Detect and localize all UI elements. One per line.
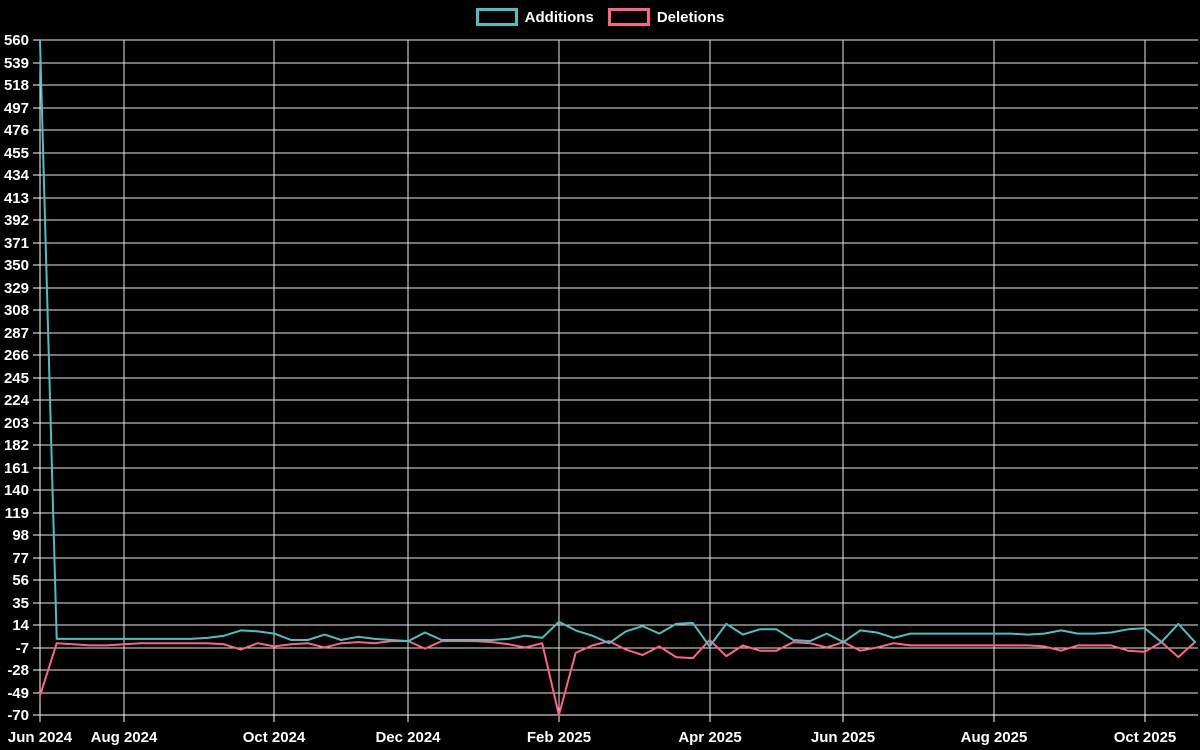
svg-text:434: 434 [4, 167, 30, 184]
svg-text:Aug 2024: Aug 2024 [91, 729, 158, 746]
legend-label-additions: Additions [524, 8, 594, 26]
gridlines [39, 39, 1198, 716]
svg-text:539: 539 [4, 55, 29, 72]
svg-text:203: 203 [4, 415, 29, 432]
svg-text:Apr 2025: Apr 2025 [678, 729, 741, 746]
tick-marks [33, 39, 1146, 722]
svg-text:392: 392 [4, 212, 29, 229]
svg-text:518: 518 [4, 77, 29, 94]
svg-text:161: 161 [4, 460, 29, 477]
svg-text:Jun 2025: Jun 2025 [811, 729, 875, 746]
chart-legend: Additions Deletions [0, 8, 1200, 26]
svg-text:266: 266 [4, 347, 29, 364]
legend-label-deletions: Deletions [656, 8, 725, 26]
svg-text:287: 287 [4, 325, 29, 342]
svg-text:497: 497 [4, 100, 29, 117]
svg-text:56: 56 [12, 572, 29, 589]
legend-item-additions[interactable]: Additions [475, 8, 594, 26]
svg-text:140: 140 [4, 482, 29, 499]
svg-text:98: 98 [12, 527, 29, 544]
svg-text:14: 14 [12, 617, 29, 634]
x-axis-labels: Jun 2024 Aug 2024 Oct 2024 Dec 2024 Feb 2025… [8, 729, 1176, 746]
svg-text:Oct 2025: Oct 2025 [1114, 729, 1177, 746]
svg-text:476: 476 [4, 122, 29, 139]
svg-text:77: 77 [12, 550, 29, 567]
svg-text:119: 119 [5, 505, 29, 522]
additions-swatch [475, 8, 518, 26]
svg-text:455: 455 [4, 145, 29, 162]
svg-text:Feb 2025: Feb 2025 [527, 729, 591, 746]
svg-text:371: 371 [4, 235, 29, 252]
series-line-additions [39, 39, 1196, 648]
svg-text:308: 308 [4, 302, 29, 319]
svg-text:224: 224 [4, 392, 30, 409]
svg-text:182: 182 [4, 437, 29, 454]
svg-text:Oct 2024: Oct 2024 [243, 729, 306, 746]
svg-text:-70: -70 [7, 707, 29, 724]
svg-text:329: 329 [4, 280, 29, 297]
svg-text:-49: -49 [7, 685, 29, 702]
deletions-swatch [607, 8, 650, 26]
svg-text:Aug 2025: Aug 2025 [961, 729, 1028, 746]
svg-text:-28: -28 [7, 662, 29, 679]
y-axis-labels: 560 539 518 497 476 455 434 413 392 371 350 329 308 2… [4, 32, 30, 724]
svg-text:35: 35 [12, 595, 29, 612]
svg-text:245: 245 [4, 370, 29, 387]
legend-item-deletions[interactable]: Deletions [607, 8, 725, 26]
svg-text:413: 413 [4, 190, 29, 207]
data-series [39, 39, 1196, 716]
svg-text:Jun 2024: Jun 2024 [8, 729, 73, 746]
svg-text:-7: -7 [16, 640, 29, 657]
series-line-deletions [39, 639, 1196, 716]
svg-text:560: 560 [4, 32, 29, 49]
svg-text:350: 350 [4, 257, 29, 274]
svg-text:Dec 2024: Dec 2024 [375, 729, 441, 746]
